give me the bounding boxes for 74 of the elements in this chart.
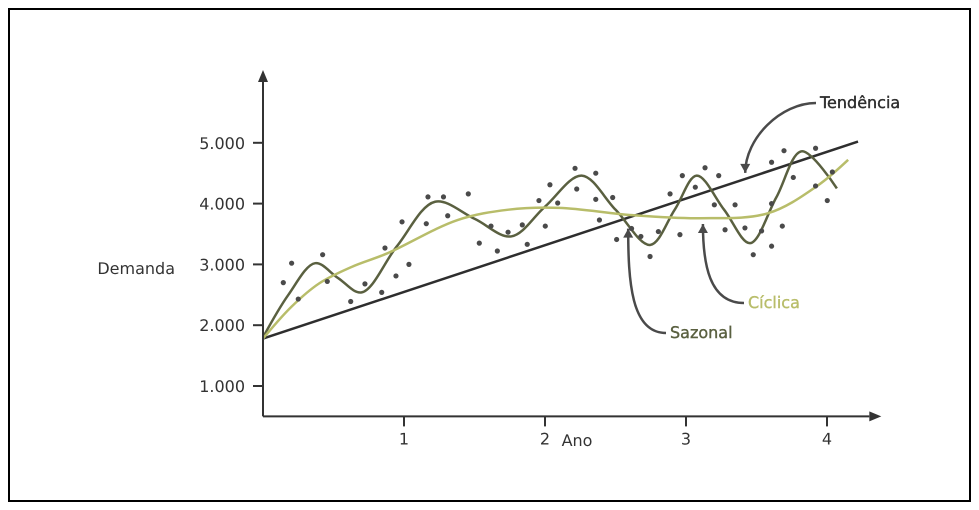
point [466,191,471,196]
point [324,278,330,284]
point [656,228,661,234]
point [536,198,542,204]
point [425,194,431,200]
point [520,222,525,228]
y-tick-label: 1.000 [199,377,245,396]
point [596,217,602,223]
point [614,236,620,242]
point [574,186,580,192]
point [547,182,553,188]
point [677,232,683,238]
point [732,202,738,208]
point [628,226,634,232]
x-axis-title: Ano [562,431,592,450]
point [524,242,530,247]
point [610,194,616,200]
point [680,173,685,178]
y-tick-label: 2.000 [199,316,245,336]
point [542,223,548,229]
point [440,194,446,200]
point [742,225,748,231]
point [379,290,384,295]
point [667,191,673,196]
text: Sazonal [670,323,733,342]
point [790,174,796,180]
point [716,173,722,178]
point [812,146,818,151]
point [348,298,354,304]
point [812,183,818,189]
point [593,196,598,202]
point [289,260,294,266]
point [780,223,785,229]
y-tick-label: 3.000 [199,255,245,274]
point [830,169,835,175]
text: Cíclica [748,293,800,312]
point [280,280,286,286]
text: Tendência [819,93,900,112]
point [768,160,774,165]
point [424,221,429,226]
point [722,227,728,232]
x-tick-label: 3 [680,429,692,448]
x-tick-label: 2 [540,429,550,448]
point [296,296,301,302]
point [712,202,717,208]
point [476,240,482,246]
point [647,254,653,260]
point [555,200,560,206]
point [393,273,399,279]
point [692,184,698,190]
point [750,252,756,258]
point [494,248,500,254]
point [824,198,830,204]
point [505,230,511,235]
point [593,170,598,176]
point [382,245,388,251]
point [781,148,787,154]
point [702,165,708,170]
point [768,201,774,206]
point [488,223,494,229]
point [638,234,644,240]
point [362,281,368,286]
point [445,213,450,218]
y-axis-title: Demanda [97,259,175,278]
x-tick-label: 1 [398,429,410,448]
y-tick-label: 4.000 [199,194,245,214]
point [399,219,405,224]
x-tick-label: 4 [822,429,832,448]
point [320,252,326,258]
point [758,228,764,234]
point [768,244,774,249]
y-tick-label: 5.000 [199,134,245,153]
point [406,262,412,267]
point [572,166,578,171]
